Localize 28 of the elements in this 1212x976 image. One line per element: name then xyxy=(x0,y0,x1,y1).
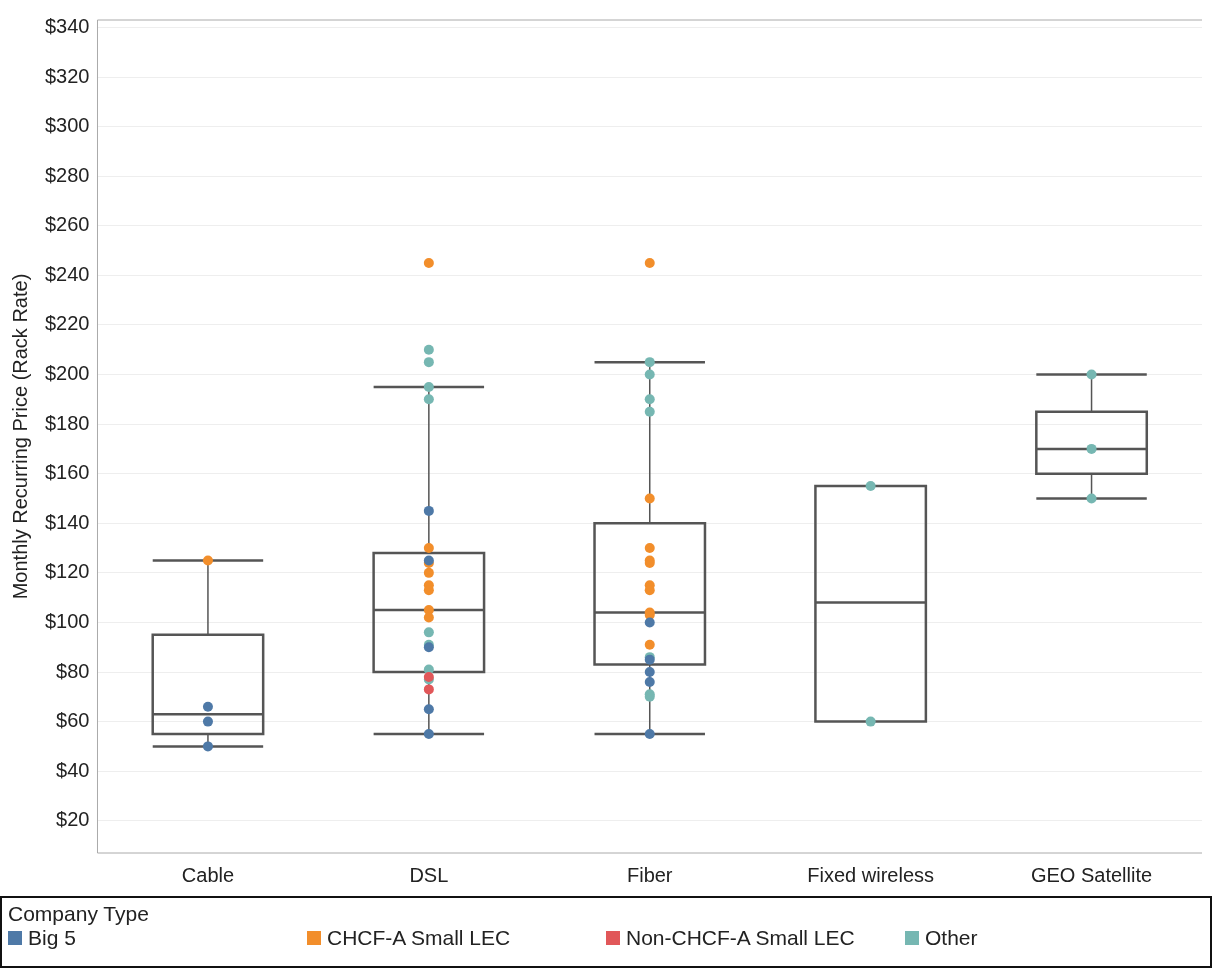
y-tick-label: $40 xyxy=(56,758,90,781)
y-tick-label: $260 xyxy=(44,213,90,236)
y-tick-label: $120 xyxy=(44,560,90,583)
y-tick-label: $140 xyxy=(44,510,90,533)
y-tick-label: $280 xyxy=(44,163,90,186)
legend-label: Big 5 xyxy=(28,926,76,950)
legend-title: Company Type xyxy=(8,902,150,926)
legend-label: Other xyxy=(925,926,978,950)
x-tick-label: Cable xyxy=(181,863,235,886)
x-tick-label: DSL xyxy=(409,863,449,886)
y-tick-label: $300 xyxy=(44,114,90,137)
y-tick-label: $60 xyxy=(56,709,90,732)
y-tick-label: $340 xyxy=(44,14,90,37)
y-tick-label: $80 xyxy=(56,659,90,682)
y-tick-label: $180 xyxy=(44,411,90,434)
y-tick-label: $240 xyxy=(44,262,90,285)
y-tick-label: $220 xyxy=(44,312,90,335)
y-tick-label: $200 xyxy=(44,362,90,385)
x-tick-label: GEO Satellite xyxy=(1030,863,1153,886)
y-tick-label: $100 xyxy=(44,609,90,632)
x-tick-label: Fiber xyxy=(626,863,673,886)
y-axis-title: Monthly Recurring Price (Rack Rate) xyxy=(8,273,31,600)
y-tick-label: $20 xyxy=(56,808,90,831)
legend-label: Non-CHCF-A Small LEC xyxy=(626,926,855,950)
y-tick-label: $320 xyxy=(44,64,90,87)
x-tick-label: Fixed wireless xyxy=(807,863,934,886)
legend-label: CHCF-A Small LEC xyxy=(327,926,511,950)
y-tick-label: $160 xyxy=(44,461,90,484)
